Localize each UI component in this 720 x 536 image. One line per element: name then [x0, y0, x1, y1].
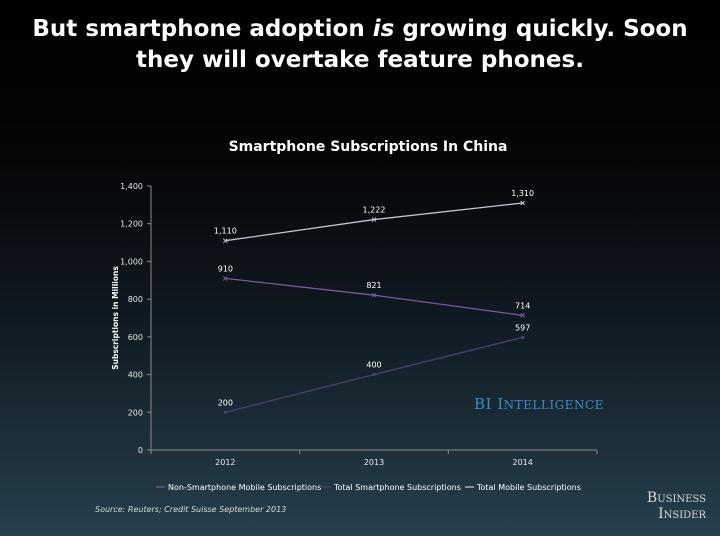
headline-part-2: growing quickly. Soon: [394, 16, 688, 42]
business-insider-line-2: Insider: [658, 506, 706, 522]
y-tick-label: 600: [128, 333, 143, 342]
y-tick-label: 200: [128, 408, 143, 417]
data-point: [222, 276, 228, 281]
y-tick-label: 400: [128, 371, 143, 380]
data-point: [521, 335, 525, 340]
y-tick-label: 800: [128, 295, 143, 304]
data-point: [520, 200, 526, 206]
y-tick-label: 1,400: [120, 182, 143, 191]
legend-label: Non-Smartphone Mobile Subscriptions: [168, 483, 321, 492]
data-point: [222, 238, 228, 244]
chart-title: Smartphone Subscriptions In China: [229, 139, 508, 155]
x-tick-label: 2014: [512, 458, 532, 467]
data-point: [223, 410, 227, 414]
legend-label: Total Mobile Subscriptions: [476, 483, 581, 492]
y-tick-label: 1,000: [120, 257, 143, 266]
data-label: 714: [515, 301, 530, 310]
business-insider-logo: Business Insider: [626, 490, 706, 522]
headline-line-2: they will overtake feature phones.: [136, 47, 584, 73]
bi-logo-i: I: [497, 395, 504, 413]
headline-line-1: But smartphone adoption is growing quick…: [0, 14, 720, 45]
data-point: [371, 292, 377, 298]
data-label: 200: [218, 398, 233, 407]
slide-headline: But smartphone adoption is growing quick…: [0, 14, 720, 76]
bi-logo-ntelligence: NTELLIGENCE: [503, 398, 604, 412]
y-axis-label: Subscriptions in Millions: [111, 266, 120, 370]
data-label: 1,310: [511, 189, 534, 198]
data-point: [371, 217, 377, 222]
legend-label: Total Smartphone Subscriptions: [333, 483, 461, 492]
data-label: 910: [218, 264, 233, 273]
data-point: [520, 313, 526, 318]
data-point: [372, 372, 376, 377]
x-tick-label: 2012: [215, 458, 235, 467]
data-label: 400: [366, 361, 381, 370]
business-insider-line-1: Business: [646, 490, 706, 506]
y-tick-label: 1,200: [120, 220, 143, 229]
source-note: Source: Reuters; Credit Suisse September…: [95, 505, 287, 514]
data-label: 1,222: [363, 206, 386, 215]
data-label: 597: [515, 323, 530, 332]
headline-emphasis: is: [372, 16, 395, 42]
data-label: 1,110: [214, 227, 237, 236]
x-tick-label: 2013: [364, 458, 384, 467]
data-label: 821: [366, 281, 381, 290]
bi-logo-bi: BI: [474, 395, 492, 413]
y-tick-label: 0: [138, 446, 143, 455]
headline-part-1: But smartphone adoption: [32, 16, 373, 42]
bi-intelligence-logo: BI INTELLIGENCE: [474, 395, 604, 413]
